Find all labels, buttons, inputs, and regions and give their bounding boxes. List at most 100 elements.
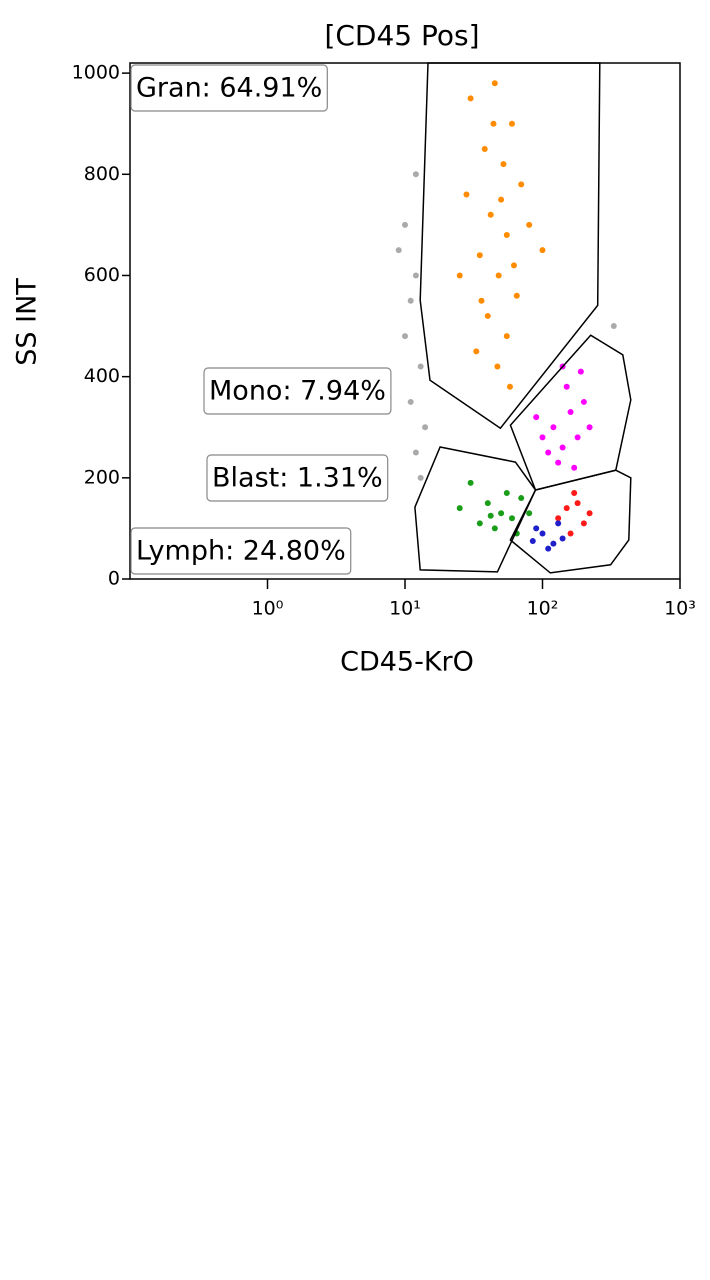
point [563,505,570,512]
point [456,272,463,279]
point [412,272,419,279]
point [417,474,424,481]
point [467,479,474,486]
gate-label: Lymph: 24.80% [136,536,346,567]
point [484,500,491,507]
point [417,363,424,370]
point [503,232,510,238]
point [539,247,546,254]
point [473,348,480,355]
y-tick-label: 1000 [72,62,120,84]
gate-label: Blast: 1.31% [212,463,383,494]
point-group [395,171,617,481]
point [559,535,566,542]
point [545,449,552,456]
point [533,525,540,532]
point [498,510,505,517]
point [407,398,414,405]
gate [509,469,632,574]
point [545,545,552,552]
point [476,520,483,527]
point [533,414,540,421]
x-tick-label: 10¹ [389,598,421,620]
point [555,459,562,466]
point [490,120,497,127]
x-axis-label: CD45-KrO [340,647,474,678]
point [487,512,494,519]
point [513,292,520,299]
point [498,196,505,203]
point [481,146,488,152]
point [510,262,517,269]
point [526,221,533,228]
y-tick-label: 200 [84,466,120,488]
point-group [456,80,546,390]
point-group [456,479,533,537]
point [550,424,557,431]
point [574,434,581,441]
y-tick-label: 400 [84,365,120,387]
point [563,383,570,390]
gate-label-box [203,367,392,415]
gate-label: Gran: 64.91% [136,73,322,104]
y-tick-label: 800 [84,163,120,185]
point [555,515,562,522]
point [495,272,502,279]
point [518,495,525,502]
point-group [555,490,593,537]
point [476,252,483,259]
x-tick-label: 10³ [664,598,696,620]
point [463,191,470,198]
point [571,464,578,471]
x-tick-label: 10⁰ [252,598,284,620]
point [586,510,593,517]
point [467,95,474,102]
point [559,444,566,451]
x-tick-label: 10² [527,598,559,620]
gate-label: Mono: 7.94% [209,376,386,407]
point [456,505,463,512]
point [580,520,587,527]
point [508,515,515,522]
point [491,525,498,532]
point [550,540,557,547]
y-tick-label: 600 [84,264,120,286]
gate [414,446,537,573]
point [508,120,515,127]
point [395,247,402,254]
point [567,530,574,537]
point [567,409,574,416]
point [518,181,525,188]
point [487,211,494,218]
chart-title: [CD45 Pos] [324,19,479,52]
point [503,490,510,496]
point [484,312,491,319]
point [529,538,536,545]
gate [419,62,601,430]
gate-label-box [130,64,328,112]
point [494,363,501,370]
gate-label-box [130,527,352,575]
y-axis-label: SS INT [12,278,43,366]
point-group [529,520,566,552]
point [503,333,510,340]
point [555,520,562,527]
point [506,383,513,390]
point [402,333,408,340]
point [402,221,408,228]
point [526,510,533,517]
point [491,80,498,87]
point-group [533,363,593,471]
point [478,297,485,304]
point [574,500,581,507]
point [586,424,593,431]
point [539,530,546,537]
point [407,297,414,304]
point [571,490,578,496]
point [580,398,587,405]
y-tick-label: 0 [108,568,120,590]
point [412,449,419,456]
point [610,323,617,330]
